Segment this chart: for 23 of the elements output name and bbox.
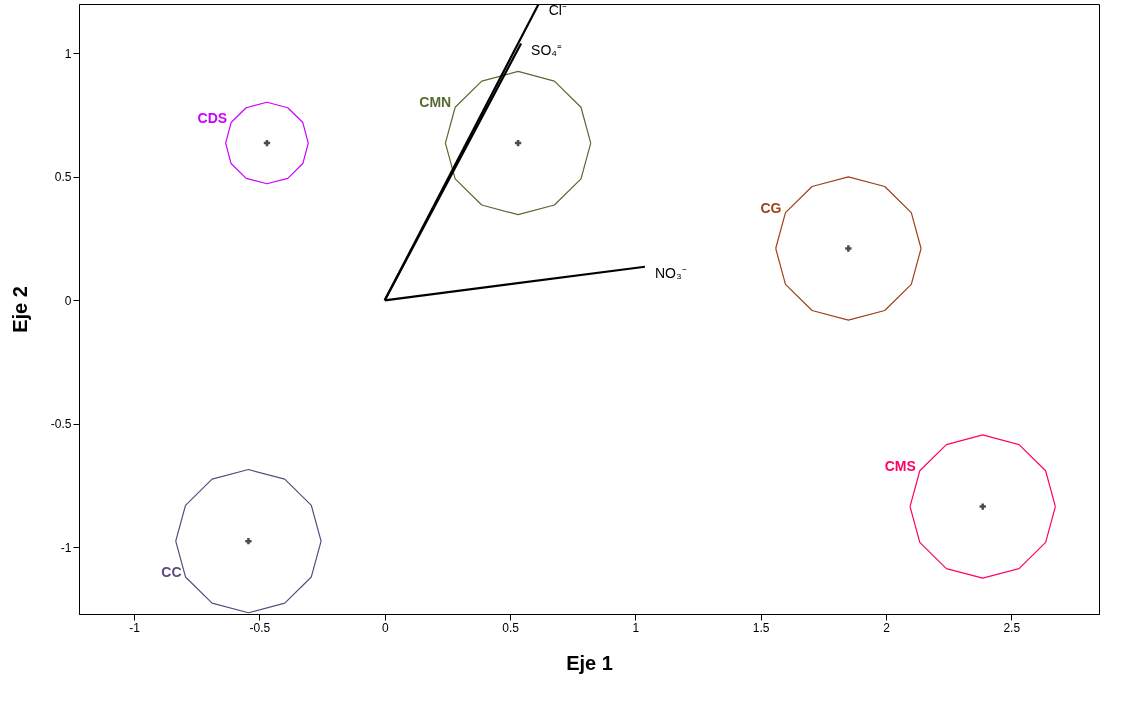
y-tick-label: -1 (60, 540, 72, 555)
x-tick-label: 2.5 (1003, 620, 1021, 635)
y-tick-label: 0.5 (54, 170, 72, 185)
series-label: NO₃⁻ (654, 264, 687, 281)
series-label: Cl⁻ (548, 2, 567, 18)
y-axis-title: Eje 2 (8, 286, 31, 333)
x-tick-label: 1 (632, 620, 640, 635)
y-tick-label: 1 (64, 46, 72, 61)
x-tick-label: 0.5 (502, 620, 520, 635)
series-label: CMS (884, 457, 916, 474)
x-tick-label: -1 (129, 620, 141, 635)
y-tick-label: 0 (64, 293, 72, 308)
series-label: SO₄⁼ (531, 41, 563, 58)
x-tick-label: 1.5 (752, 620, 770, 635)
series-label: CMN (419, 94, 452, 111)
x-tick-label: 0 (381, 620, 389, 635)
series-label: CDS (197, 109, 228, 126)
y-tick-label: -0.5 (50, 417, 72, 432)
series-label: CC (161, 563, 182, 580)
x-tick-label: 2 (883, 620, 891, 635)
series-label: CG (760, 199, 782, 216)
x-tick-label: -0.5 (249, 620, 271, 635)
x-axis-title: Eje 1 (566, 651, 613, 674)
